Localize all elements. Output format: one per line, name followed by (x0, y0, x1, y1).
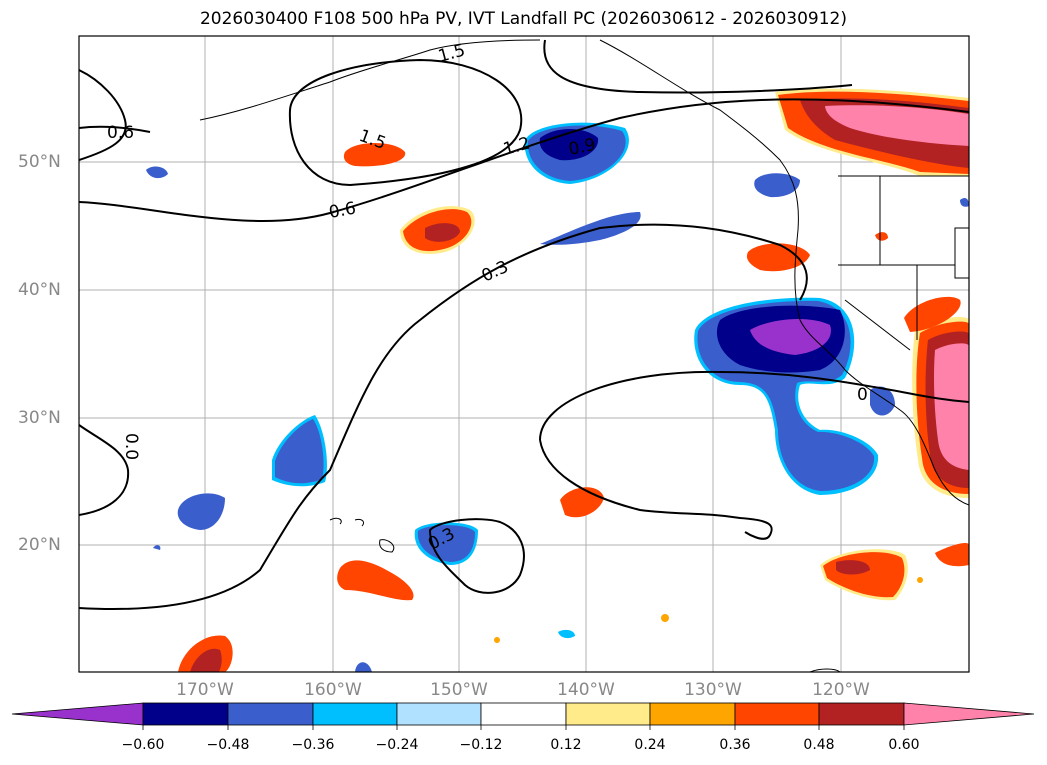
lat-label-40n: 40°N (18, 280, 61, 300)
colorbar-tick: −0.24 (375, 737, 419, 753)
colorbar-tick: −0.60 (121, 737, 165, 753)
colorbar-tick: 0.36 (719, 737, 751, 753)
colorbar (11, 702, 1035, 730)
map-title: 2026030400 F108 500 hPa PV, IVT Landfall… (199, 9, 847, 29)
colorbar-tick: 0.12 (550, 737, 582, 753)
pv-negative-anomalies (146, 122, 969, 672)
lat-label-50n: 50°N (18, 152, 61, 172)
lon-label-170w: 170°W (176, 680, 234, 700)
contour-label: 1.5 (436, 41, 467, 67)
lon-label-160w: 160°W (304, 680, 362, 700)
lat-label-20n: 20°N (18, 535, 61, 555)
contour-labels: 1.5 0.6 1.5 1.2 0.9 0.6 0.3 0.0 0.3 0 (107, 41, 868, 555)
pv-positive-anomalies (178, 88, 969, 672)
pv-contours (79, 39, 969, 610)
colorbar-tick: −0.12 (459, 737, 503, 753)
lon-label-130w: 130°W (684, 680, 742, 700)
contour-label: 0.6 (107, 123, 134, 143)
contour-label: 0.6 (327, 199, 357, 223)
colorbar-tick: −0.48 (206, 737, 250, 753)
lon-label-150w: 150°W (430, 680, 488, 700)
contour-label: 0.3 (479, 257, 512, 287)
lon-label-120w: 120°W (812, 680, 870, 700)
lat-label-30n: 30°N (18, 408, 61, 428)
coastlines (199, 39, 969, 672)
lon-label-140w: 140°W (557, 680, 615, 700)
colorbar-tick: 0.60 (888, 737, 920, 753)
colorbar-tick: 0.48 (803, 737, 835, 753)
colorbar-tick: 0.24 (634, 737, 666, 753)
map-frame (78, 35, 970, 673)
contour-label: 0 (857, 385, 868, 405)
contour-label: 0.0 (121, 433, 141, 460)
colorbar-tick: −0.36 (291, 737, 335, 753)
